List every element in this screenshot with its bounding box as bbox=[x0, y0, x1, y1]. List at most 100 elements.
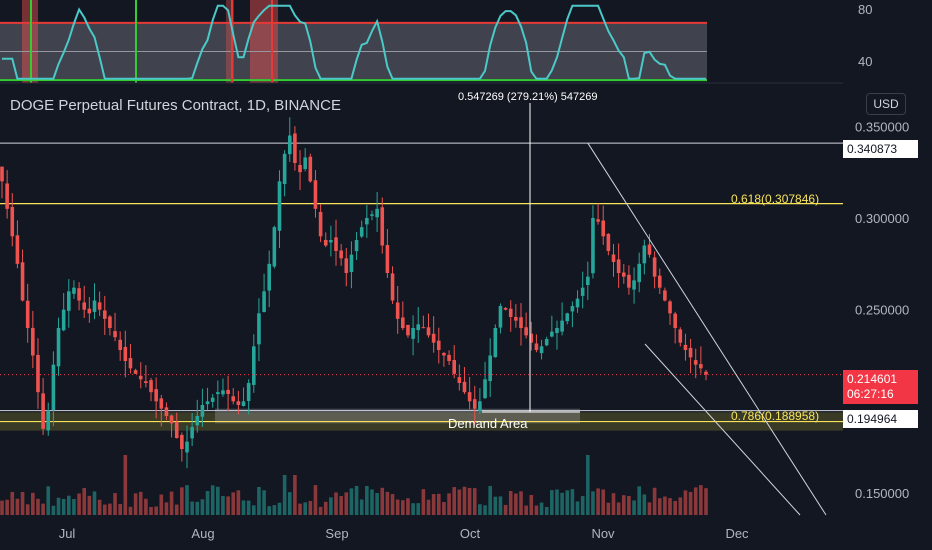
candle-body bbox=[442, 352, 446, 356]
candle-body bbox=[138, 375, 143, 380]
x-tick-label: Dec bbox=[725, 526, 749, 541]
volume-bar bbox=[118, 503, 122, 515]
candle bbox=[611, 243, 616, 277]
candle bbox=[323, 232, 328, 248]
volume-bar bbox=[642, 494, 647, 515]
volume-bar bbox=[344, 492, 349, 515]
volume-bar bbox=[46, 486, 51, 515]
volume-bar bbox=[514, 493, 518, 515]
candle bbox=[421, 315, 426, 329]
candle-body bbox=[657, 275, 662, 288]
candle bbox=[221, 378, 225, 397]
volume-bar bbox=[144, 498, 148, 515]
volume-bar bbox=[663, 496, 667, 515]
candle-body bbox=[621, 272, 626, 277]
volume-bar bbox=[503, 504, 508, 515]
candle-body bbox=[31, 327, 35, 356]
volume-bar bbox=[616, 502, 621, 515]
candle-body bbox=[647, 244, 652, 255]
volume-bar bbox=[586, 455, 590, 515]
candle-body bbox=[668, 301, 672, 314]
volume-bar bbox=[544, 506, 549, 515]
candle-body bbox=[36, 354, 40, 393]
candle-body bbox=[133, 370, 138, 374]
volume-bar bbox=[138, 491, 143, 515]
volume-bar bbox=[704, 488, 708, 515]
candle-body bbox=[226, 389, 230, 394]
candle bbox=[318, 204, 323, 243]
candle bbox=[380, 197, 385, 254]
candle bbox=[257, 298, 261, 362]
candle-body bbox=[508, 308, 513, 317]
candle-body bbox=[354, 240, 359, 252]
volume-bar bbox=[123, 455, 128, 515]
candle-body bbox=[5, 183, 9, 209]
volume-bar bbox=[113, 493, 117, 515]
volume-bar bbox=[416, 503, 421, 515]
candle-body bbox=[637, 263, 641, 283]
currency-button[interactable]: USD bbox=[866, 93, 906, 115]
volume-bar bbox=[447, 493, 451, 515]
wedge-upper-line bbox=[587, 142, 827, 516]
candle-body bbox=[488, 355, 492, 382]
candle bbox=[25, 283, 30, 343]
candle-body bbox=[318, 211, 323, 237]
volume-bar bbox=[25, 504, 30, 515]
candle-body bbox=[416, 324, 421, 331]
candle-body bbox=[575, 298, 580, 308]
volume-bar bbox=[200, 499, 205, 515]
candle bbox=[365, 205, 369, 238]
volume-bar bbox=[20, 491, 25, 515]
volume-bar bbox=[395, 499, 400, 515]
candle bbox=[570, 301, 575, 328]
lower-line-price-tag: 0.194964 bbox=[843, 410, 918, 428]
volume-bar bbox=[329, 497, 333, 515]
candle bbox=[452, 345, 457, 379]
candle-body bbox=[580, 287, 585, 296]
volume-bar bbox=[159, 494, 164, 515]
candle bbox=[149, 377, 153, 402]
volume-bar bbox=[241, 500, 246, 515]
candle-body bbox=[51, 364, 56, 411]
candle-body bbox=[375, 208, 379, 218]
candle-body bbox=[216, 392, 220, 395]
volume-bar bbox=[10, 491, 15, 515]
candle bbox=[524, 312, 528, 339]
volume-bar bbox=[257, 486, 261, 515]
demand-area-label: Demand Area bbox=[448, 416, 528, 431]
volume-bar bbox=[51, 505, 56, 515]
candle bbox=[72, 280, 76, 299]
volume-bar bbox=[308, 501, 313, 515]
candle-body bbox=[41, 393, 45, 429]
candle bbox=[216, 380, 220, 411]
volume-bar bbox=[621, 495, 626, 515]
candle bbox=[472, 385, 477, 426]
candle bbox=[483, 361, 487, 400]
candle-body bbox=[478, 401, 482, 411]
volume-bar bbox=[282, 475, 287, 515]
candle-body bbox=[205, 401, 210, 405]
candle-body bbox=[272, 227, 277, 267]
candle bbox=[668, 299, 672, 325]
rsi-highlight-zone bbox=[226, 0, 234, 83]
candle-body bbox=[72, 287, 76, 294]
volume-bar bbox=[693, 487, 698, 515]
candle-body bbox=[586, 276, 590, 285]
volume-bar bbox=[334, 492, 338, 515]
candle bbox=[426, 313, 431, 338]
upper-line-price-tag: 0.340873 bbox=[843, 140, 918, 158]
candle bbox=[586, 261, 590, 300]
volume-bar bbox=[380, 487, 385, 515]
candle-body bbox=[683, 344, 688, 350]
candle bbox=[334, 219, 338, 266]
volume-bar bbox=[359, 499, 364, 515]
candle-body bbox=[61, 309, 66, 331]
volume-bar bbox=[72, 498, 76, 515]
candle-body bbox=[431, 333, 436, 343]
candle-body bbox=[113, 331, 117, 338]
volume-bar bbox=[411, 503, 415, 515]
candle bbox=[436, 327, 441, 364]
volume-bar bbox=[529, 495, 534, 515]
candle-body bbox=[534, 343, 539, 350]
